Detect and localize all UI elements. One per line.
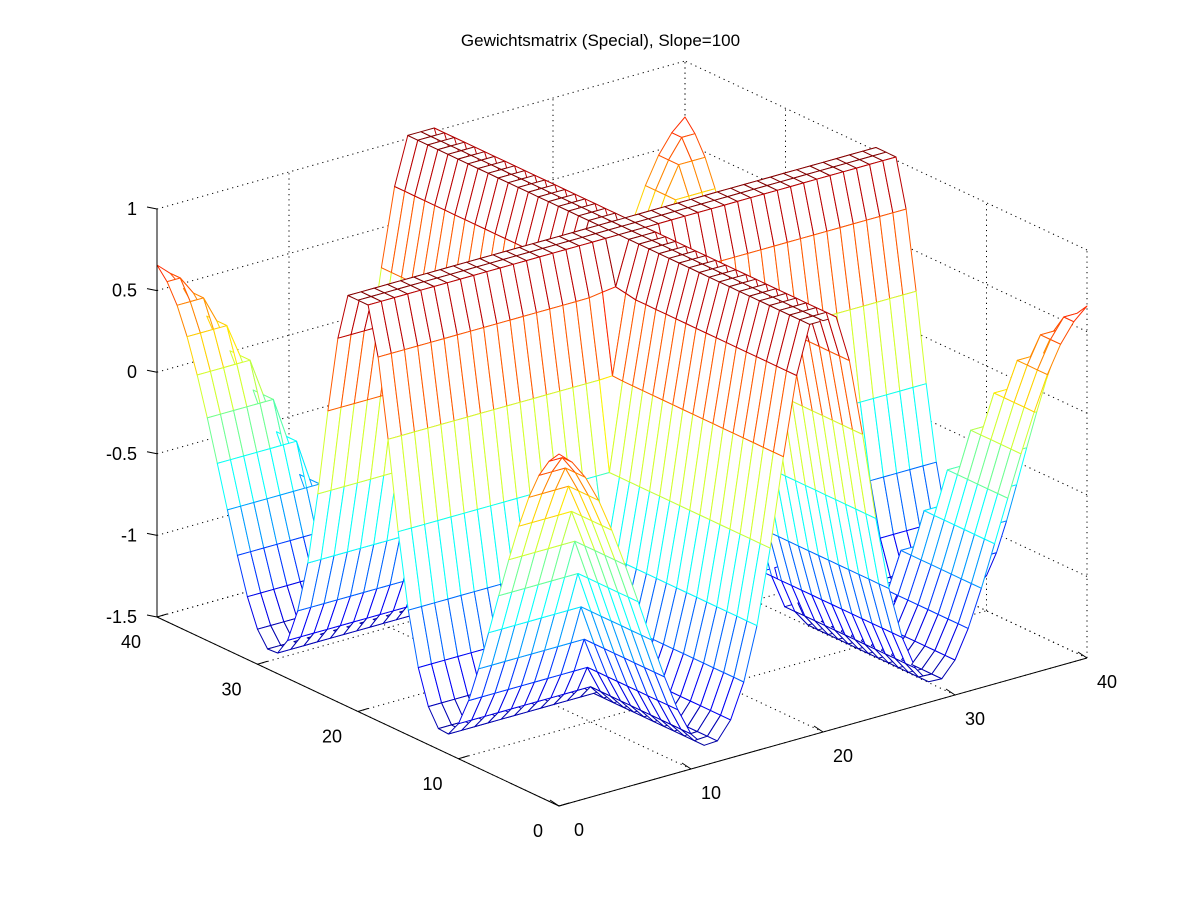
chart-title: Gewichtsmatrix (Special), Slope=100 bbox=[460, 31, 741, 50]
z-tick-label: 1 bbox=[127, 199, 137, 219]
y-tick-label: 30 bbox=[221, 679, 241, 699]
x-tick-label: 0 bbox=[574, 820, 584, 840]
x-tick bbox=[945, 688, 956, 696]
grid-line bbox=[684, 60, 1088, 251]
x-tick-label: 10 bbox=[701, 783, 721, 803]
z-tick-label: -1 bbox=[121, 525, 137, 545]
x-tick-label: 40 bbox=[1097, 672, 1117, 692]
y-tick bbox=[357, 708, 369, 712]
y-tick-label: 40 bbox=[121, 632, 141, 652]
y-tick bbox=[257, 660, 268, 665]
z-tick bbox=[146, 532, 158, 536]
y-tick bbox=[156, 613, 168, 618]
y-tick bbox=[458, 755, 469, 760]
mesh-surface bbox=[156, 116, 1088, 746]
z-tick bbox=[146, 451, 158, 455]
grid-line bbox=[684, 142, 1088, 333]
y-tick bbox=[558, 802, 570, 807]
y-tick-label: 10 bbox=[422, 774, 442, 794]
x-tick bbox=[549, 799, 560, 807]
mesh-cell bbox=[1063, 305, 1088, 323]
y-tick-label: 20 bbox=[322, 727, 342, 747]
x-tick-label: 30 bbox=[965, 709, 985, 729]
z-tick bbox=[146, 288, 158, 292]
axes: 0 10 20 30 40 0 10 20 30 40 -1.5 -1 -0.5 0 0.5 1 bbox=[106, 199, 1117, 841]
z-tick bbox=[146, 206, 158, 210]
y-tick-label: 0 bbox=[533, 821, 543, 841]
x-tick bbox=[681, 762, 692, 770]
z-tick-label: -0.5 bbox=[106, 444, 137, 464]
z-tick-label: 0.5 bbox=[112, 281, 137, 301]
z-tick bbox=[146, 614, 158, 618]
x-tick bbox=[1077, 651, 1088, 659]
z-tick-label: 0 bbox=[127, 362, 137, 382]
x-tick bbox=[813, 725, 824, 733]
z-tick-label: -1.5 bbox=[106, 607, 137, 627]
z-tick bbox=[146, 369, 158, 373]
x-tick-label: 20 bbox=[833, 746, 853, 766]
